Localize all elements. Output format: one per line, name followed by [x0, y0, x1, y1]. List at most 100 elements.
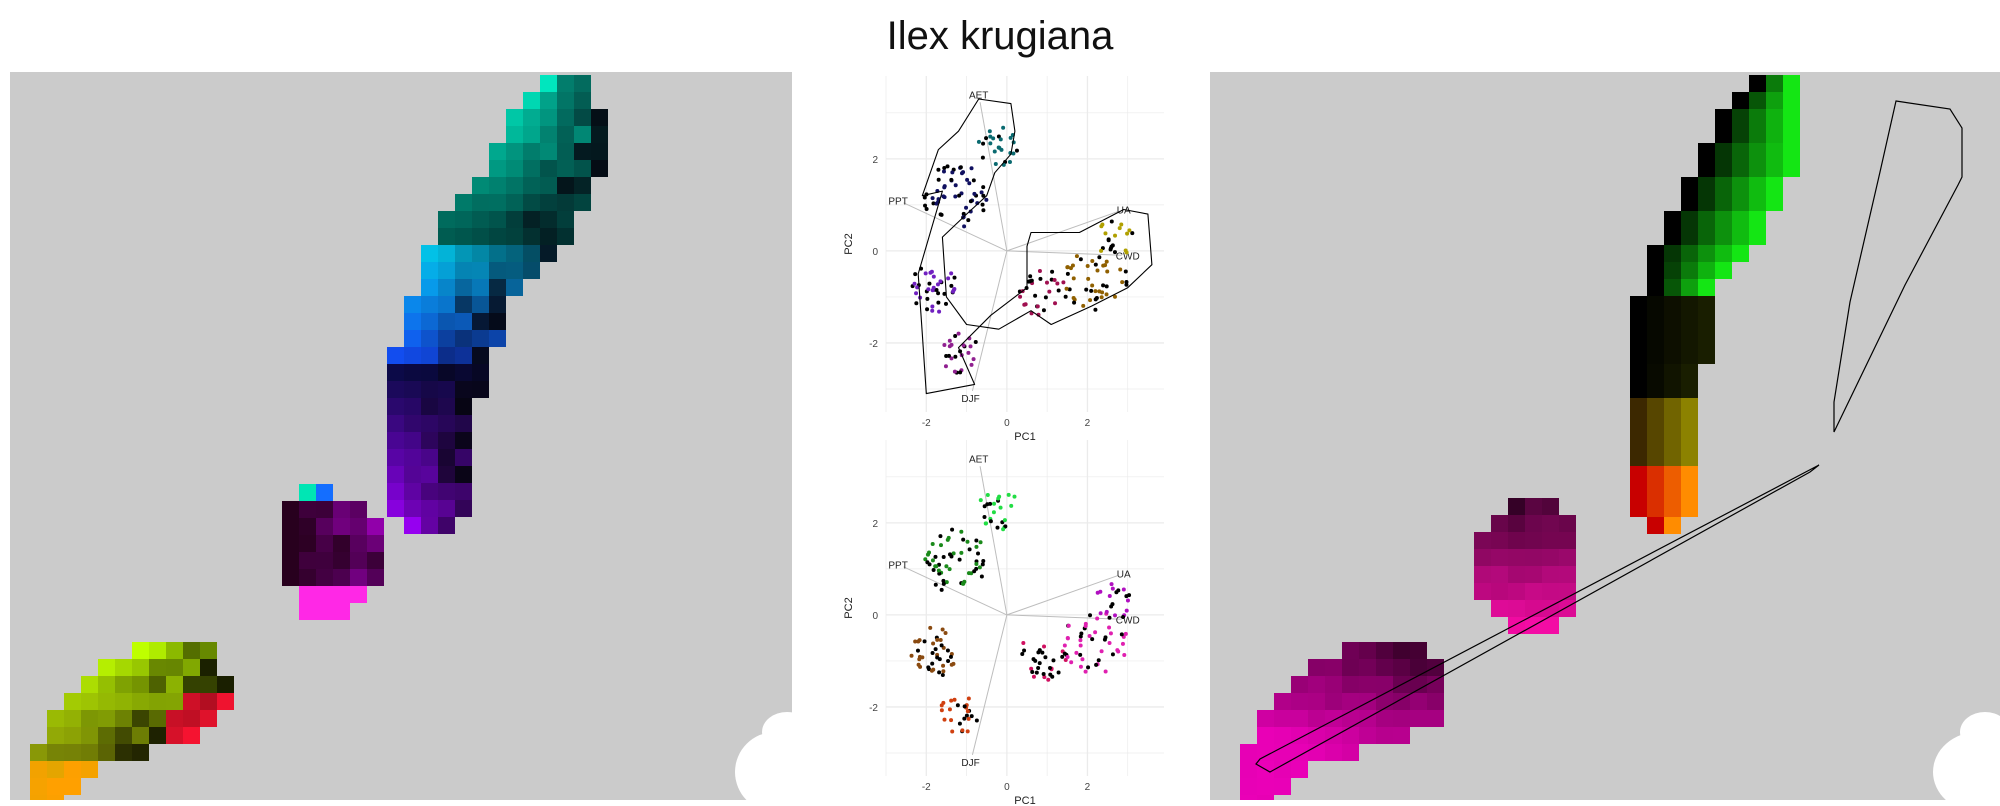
map-cell	[115, 693, 132, 710]
map-cell	[132, 642, 149, 659]
loading-label: AET	[969, 90, 988, 101]
point	[1119, 632, 1124, 637]
map-cell	[489, 296, 506, 313]
point	[950, 729, 955, 734]
map-cell	[367, 535, 384, 552]
map-cell	[523, 228, 540, 245]
map-cell	[1630, 330, 1647, 347]
map-cell	[557, 109, 574, 126]
point	[929, 668, 934, 673]
map-cell	[47, 761, 64, 778]
map-cell	[455, 211, 472, 228]
point	[953, 334, 958, 339]
map-cell	[421, 330, 438, 347]
map-cell	[299, 586, 316, 603]
map-cell	[1630, 415, 1647, 432]
map-cell	[333, 501, 350, 518]
point	[991, 510, 996, 515]
point	[980, 202, 985, 207]
point	[943, 364, 948, 369]
point	[974, 562, 979, 567]
point	[961, 211, 966, 216]
map-cell	[591, 143, 608, 160]
map-cell	[166, 710, 183, 727]
map-cell	[1732, 143, 1749, 160]
map-cell	[1525, 600, 1542, 617]
point	[948, 654, 953, 659]
map-cell	[455, 432, 472, 449]
map-cell	[1376, 710, 1393, 727]
map-cell	[183, 676, 200, 693]
map-cell	[540, 126, 557, 143]
map-cell	[1647, 313, 1664, 330]
point	[969, 362, 974, 367]
map-cell	[506, 262, 523, 279]
map-cell	[1698, 211, 1715, 228]
point	[1090, 637, 1095, 642]
map-cell	[540, 194, 557, 211]
point	[1047, 289, 1052, 294]
point	[1110, 652, 1115, 657]
point	[947, 567, 952, 572]
map-cell	[1749, 92, 1766, 109]
map-right-outlines	[1255, 100, 1963, 773]
map-cell	[1359, 659, 1376, 676]
map-cell	[1410, 659, 1427, 676]
point	[966, 696, 971, 701]
point	[1007, 159, 1012, 164]
point	[928, 625, 933, 630]
map-left-tail	[30, 642, 234, 800]
map-cell	[1257, 727, 1274, 744]
point	[1074, 254, 1079, 259]
map-cell	[1647, 245, 1664, 262]
point	[961, 343, 966, 348]
point	[982, 504, 987, 509]
point	[1107, 615, 1112, 620]
map-cell	[1732, 211, 1749, 228]
map-cell	[1715, 160, 1732, 177]
map-cell	[421, 500, 438, 517]
point	[1104, 609, 1109, 614]
grid	[885, 440, 1164, 776]
map-cell	[1559, 515, 1576, 532]
map-cell	[404, 364, 421, 381]
point	[938, 638, 943, 643]
point	[937, 309, 942, 314]
map-left-cells	[30, 75, 608, 800]
point	[1090, 259, 1095, 264]
point	[982, 515, 987, 520]
point	[1012, 494, 1017, 499]
point	[1033, 293, 1038, 298]
map-cell	[472, 245, 489, 262]
point	[974, 544, 979, 549]
map-cell	[1715, 262, 1732, 279]
map-cell	[1342, 727, 1359, 744]
map-cell	[299, 535, 316, 552]
point	[944, 564, 949, 569]
map-cell	[421, 296, 438, 313]
map-cell	[421, 313, 438, 330]
point	[960, 728, 965, 733]
point	[1120, 641, 1125, 646]
point	[925, 307, 930, 312]
point	[943, 630, 948, 635]
map-cell	[1749, 177, 1766, 194]
map-cell	[404, 415, 421, 432]
map-cell	[574, 160, 591, 177]
map-cell	[472, 330, 489, 347]
map-cell	[81, 710, 98, 727]
point	[942, 343, 947, 348]
map-cell	[540, 143, 557, 160]
y-axis-label: PC2	[843, 597, 855, 618]
point	[930, 308, 935, 313]
point	[1046, 677, 1051, 682]
map-cell	[1749, 126, 1766, 143]
map-cell	[421, 517, 438, 534]
map-cell	[1325, 693, 1342, 710]
map-cell	[1698, 143, 1715, 160]
point	[942, 717, 947, 722]
point	[923, 203, 928, 208]
map-cell	[455, 245, 472, 262]
map-cell	[421, 415, 438, 432]
map-cell	[404, 517, 421, 534]
